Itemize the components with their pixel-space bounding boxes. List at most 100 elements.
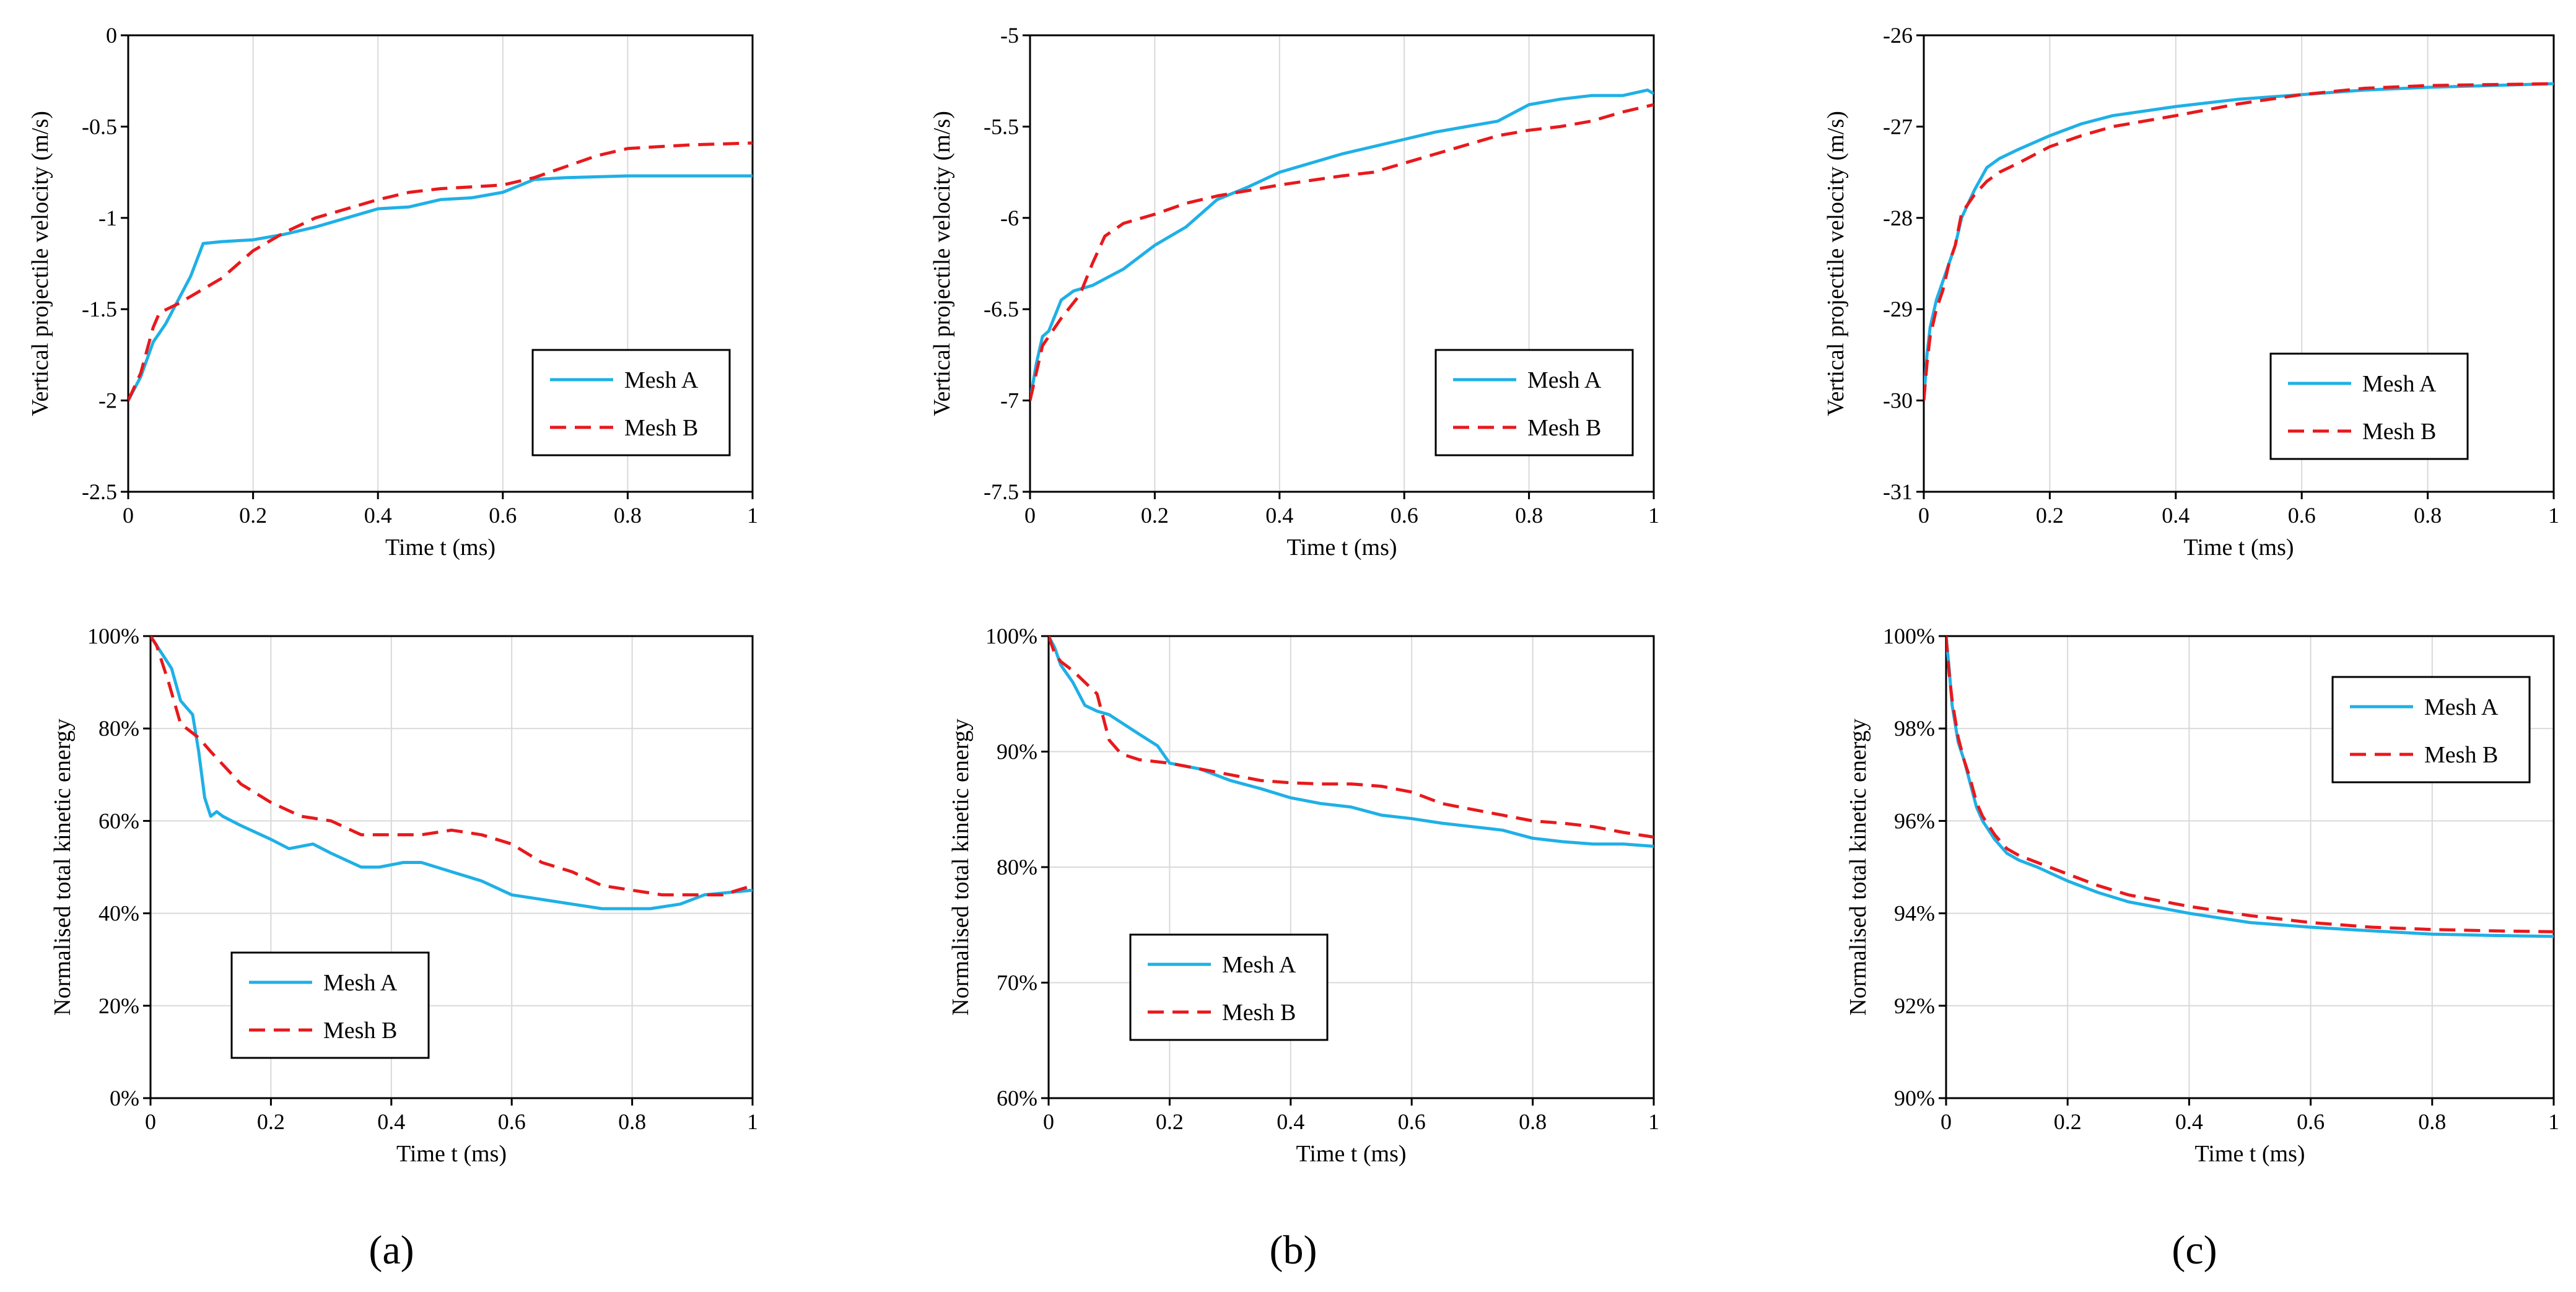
- y-tick-label: 80%: [98, 716, 139, 741]
- series-line-mesh-a: [1049, 636, 1654, 848]
- legend: Mesh A Mesh B: [1129, 933, 1329, 1041]
- panel-label-c: (c): [2172, 1228, 2217, 1273]
- y-tick-label: 98%: [1894, 716, 1935, 741]
- x-tick-label: 0.6: [489, 503, 517, 528]
- y-tick-label: -28: [1883, 206, 1913, 230]
- legend-label-mesh-b: Mesh B: [624, 415, 698, 441]
- y-tick-label: 60%: [98, 808, 139, 833]
- y-tick-label: -31: [1883, 479, 1913, 504]
- chart-a-bottom: 0 0.2 0.4 0.6 0.8 1 100% 80% 60% 40% 20% 0% Time t (…: [50, 624, 758, 1167]
- x-tick-label: 0: [1941, 1109, 1952, 1134]
- legend-label-mesh-b: Mesh B: [323, 1018, 397, 1044]
- x-tick-label: 0: [123, 503, 134, 528]
- x-tick-label: 0.6: [1391, 503, 1418, 528]
- x-tick-label: 0.6: [1398, 1109, 1426, 1134]
- x-tick-label: 1: [1648, 503, 1659, 528]
- series-line-mesh-a: [1030, 88, 1654, 401]
- y-tick-label: -26: [1883, 23, 1913, 48]
- y-tick-label: 70%: [997, 971, 1037, 995]
- y-tick-label: 40%: [98, 901, 139, 926]
- y-tick-label: -27: [1883, 114, 1913, 139]
- x-axis-label: Time t (ms): [2194, 1141, 2305, 1167]
- x-tick-label: 0.4: [1265, 503, 1293, 528]
- chart-c-top: 0 0.2 0.4 0.6 0.8 1 -26 -27 -28 -29 -30 -31 Time t (…: [1823, 23, 2559, 561]
- x-tick-label: 0.2: [1141, 503, 1169, 528]
- x-tick-label: 0: [1024, 503, 1036, 528]
- legend-box: [1434, 349, 1634, 456]
- series-line-mesh-b: [1030, 103, 1654, 401]
- legend-label-mesh-a: Mesh A: [624, 367, 699, 393]
- y-axis-label: Normalised total kinetic energy: [948, 718, 974, 1015]
- plot-frame: [149, 635, 754, 1099]
- y-axis-label: Vertical projectile velocity (m/s): [929, 111, 955, 416]
- chart-c-bottom: 0 0.2 0.4 0.6 0.8 1 100% 98% 96% 94% 92% 90% Time t …: [1845, 624, 2559, 1167]
- y-tick-label: -1.5: [82, 297, 117, 321]
- x-tick-label: 0.8: [1515, 503, 1543, 528]
- plot-frame: [1029, 34, 1655, 493]
- x-axis-label: Time t (ms): [385, 535, 496, 561]
- y-tick-label: 0: [106, 23, 117, 48]
- y-axis-label: Vertical projectile velocity (m/s): [1823, 111, 1849, 416]
- y-tick-label: 94%: [1894, 901, 1935, 926]
- plot-frame: [1945, 635, 2555, 1099]
- x-tick-label: 0.4: [377, 1109, 405, 1134]
- y-tick-label: -7: [1000, 388, 1019, 413]
- series-line-mesh-a: [151, 636, 753, 910]
- x-tick-label: 1: [2548, 1109, 2559, 1134]
- x-tick-label: 1: [747, 1109, 758, 1134]
- x-tick-label: 0.6: [2297, 1109, 2325, 1134]
- y-tick-label: 100%: [87, 624, 139, 648]
- legend-box: [2331, 676, 2531, 783]
- legend-box: [531, 349, 731, 456]
- y-tick-label: -1: [98, 206, 117, 230]
- legend-label-mesh-b: Mesh B: [1222, 1000, 1296, 1026]
- series-line-mesh-b: [1049, 636, 1654, 839]
- x-tick-label: 0.4: [1277, 1109, 1304, 1134]
- x-tick-label: 0.8: [1519, 1109, 1547, 1134]
- y-tick-label: -30: [1883, 388, 1913, 413]
- y-tick-label: 90%: [1894, 1086, 1935, 1111]
- legend: Mesh A Mesh B: [1434, 349, 1634, 456]
- x-tick-label: 1: [747, 503, 758, 528]
- y-tick-label: -2.5: [82, 479, 117, 504]
- x-tick-label: 0: [145, 1109, 156, 1134]
- legend-label-mesh-a: Mesh A: [1222, 952, 1296, 978]
- x-tick-label: 0.2: [2054, 1109, 2082, 1134]
- legend: Mesh A Mesh B: [2331, 676, 2531, 783]
- legend-label-mesh-a: Mesh A: [1527, 367, 1602, 393]
- x-tick-label: 0.4: [2162, 503, 2190, 528]
- panel-label-a: (a): [369, 1228, 414, 1273]
- x-tick-label: 1: [2548, 503, 2559, 528]
- legend-box: [2269, 352, 2469, 460]
- legend: Mesh A Mesh B: [531, 349, 731, 456]
- legend-box: [230, 951, 430, 1059]
- x-axis-label: Time t (ms): [396, 1141, 507, 1167]
- series-line-mesh-a: [1946, 636, 2554, 938]
- x-tick-label: 0.2: [257, 1109, 285, 1134]
- y-tick-label: 100%: [1883, 624, 1935, 648]
- y-axis-label: Normalised total kinetic energy: [50, 718, 76, 1015]
- x-tick-label: 1: [1648, 1109, 1659, 1134]
- legend-label-mesh-a: Mesh A: [2362, 371, 2437, 397]
- y-tick-label: 90%: [997, 740, 1037, 764]
- x-axis-label: Time t (ms): [1296, 1141, 1406, 1167]
- y-tick-label: -5: [1000, 23, 1019, 48]
- y-tick-label: -2: [98, 388, 117, 413]
- legend-label-mesh-a: Mesh A: [323, 970, 398, 996]
- plot-frame: [1923, 34, 2555, 493]
- legend-label-mesh-b: Mesh B: [1527, 415, 1601, 441]
- chart-a-top: 0 0.2 0.4 0.6 0.8 1 0 -0.5 -1 -1.5 -2 -2.5 Time t (m…: [27, 23, 758, 561]
- x-tick-label: 0.8: [618, 1109, 646, 1134]
- x-tick-label: 0.6: [2288, 503, 2316, 528]
- y-axis-label: Vertical projectile velocity (m/s): [27, 111, 53, 416]
- series-line-mesh-b: [1946, 636, 2554, 933]
- series-line-mesh-a: [1924, 82, 2554, 401]
- x-axis-label: Time t (ms): [2183, 535, 2294, 561]
- y-tick-label: -6.5: [984, 297, 1019, 321]
- chart-b-bottom: 0 0.2 0.4 0.6 0.8 1 100% 90% 80% 70% 60% Time t (ms…: [948, 624, 1659, 1167]
- legend-label-mesh-b: Mesh B: [2362, 419, 2436, 445]
- chart-b-top: 0 0.2 0.4 0.6 0.8 1 -5 -5.5 -6 -6.5 -7 -7.5 Time t (…: [929, 23, 1659, 561]
- y-tick-label: 80%: [997, 855, 1037, 880]
- series-line-mesh-b: [128, 141, 753, 401]
- y-tick-label: -5.5: [984, 114, 1019, 139]
